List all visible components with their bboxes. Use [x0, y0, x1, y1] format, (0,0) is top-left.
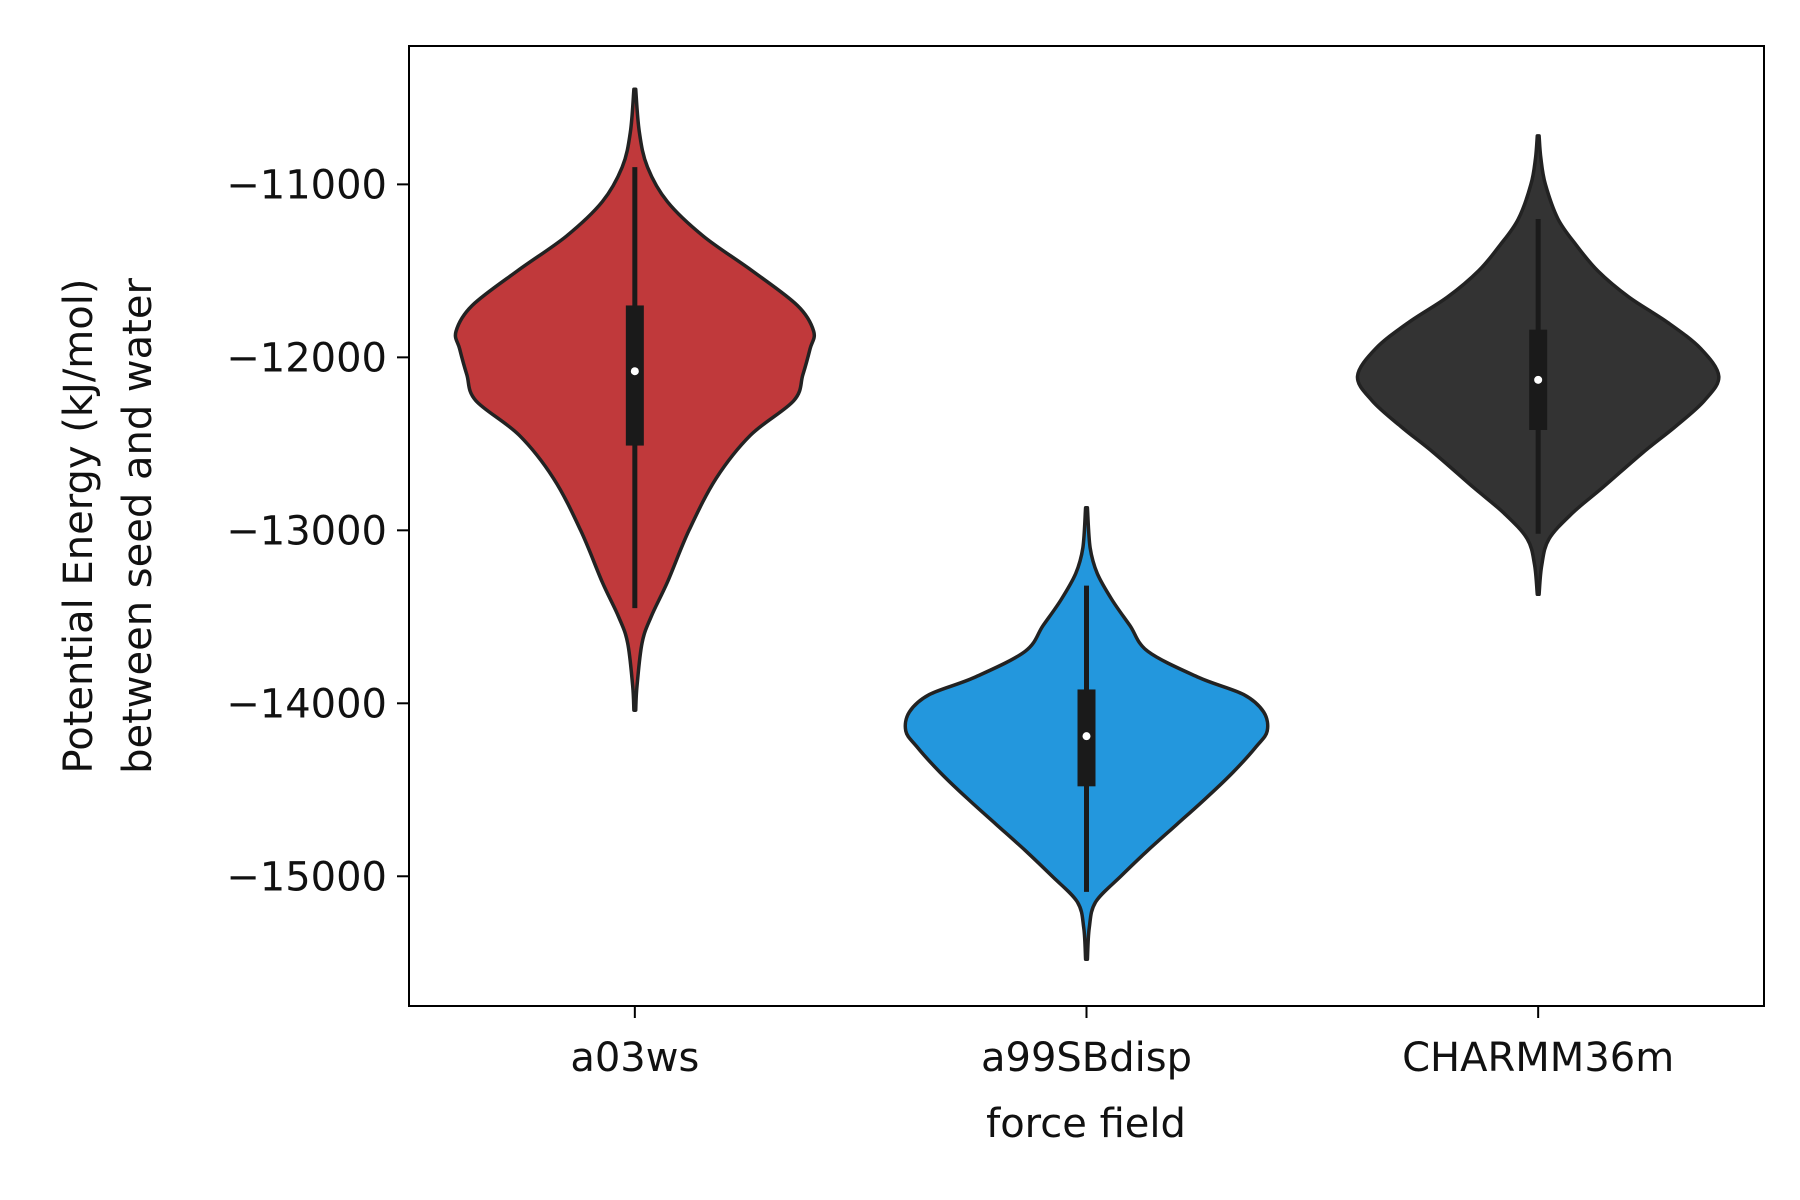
- violins-layer: [453, 87, 1721, 962]
- x-axis: a03ws a99SBdisp CHARMM36m: [570, 1006, 1674, 1081]
- violin-a03ws: [453, 87, 817, 712]
- violin-median-dot: [1534, 375, 1543, 384]
- x-tick-label: a99SBdisp: [981, 1035, 1192, 1081]
- violin-iqr-box: [625, 305, 644, 446]
- y-tick-label: −14000: [226, 681, 387, 727]
- y-axis-label-line-1: Potential Energy (kJ/mol): [56, 279, 102, 774]
- x-tick-label: CHARMM36m: [1402, 1035, 1674, 1081]
- y-tick-label: −11000: [226, 162, 387, 208]
- violin-median-dot: [1082, 732, 1091, 741]
- x-axis-label: force field: [986, 1101, 1186, 1147]
- y-tick-label: −12000: [226, 335, 387, 381]
- violin-a99SBdisp: [903, 506, 1270, 962]
- y-axis: −11000 −12000 −13000 −14000 −15000: [226, 162, 409, 900]
- y-tick-label: −15000: [226, 854, 387, 900]
- y-axis-label-line-2: between seed and water: [115, 278, 161, 774]
- violin-CHARMM36m: [1355, 134, 1721, 597]
- x-tick-label: a03ws: [570, 1035, 699, 1081]
- y-tick-label: −13000: [226, 508, 387, 554]
- violin-median-dot: [630, 367, 639, 376]
